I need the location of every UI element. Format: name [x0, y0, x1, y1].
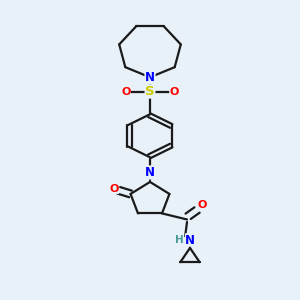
- Text: N: N: [145, 71, 155, 84]
- Text: O: O: [110, 184, 119, 194]
- Text: N: N: [145, 166, 155, 179]
- Text: S: S: [145, 85, 155, 98]
- Text: O: O: [121, 86, 130, 97]
- Text: N: N: [185, 233, 195, 247]
- Text: O: O: [197, 200, 207, 210]
- Text: O: O: [169, 86, 179, 97]
- Text: H: H: [175, 235, 183, 245]
